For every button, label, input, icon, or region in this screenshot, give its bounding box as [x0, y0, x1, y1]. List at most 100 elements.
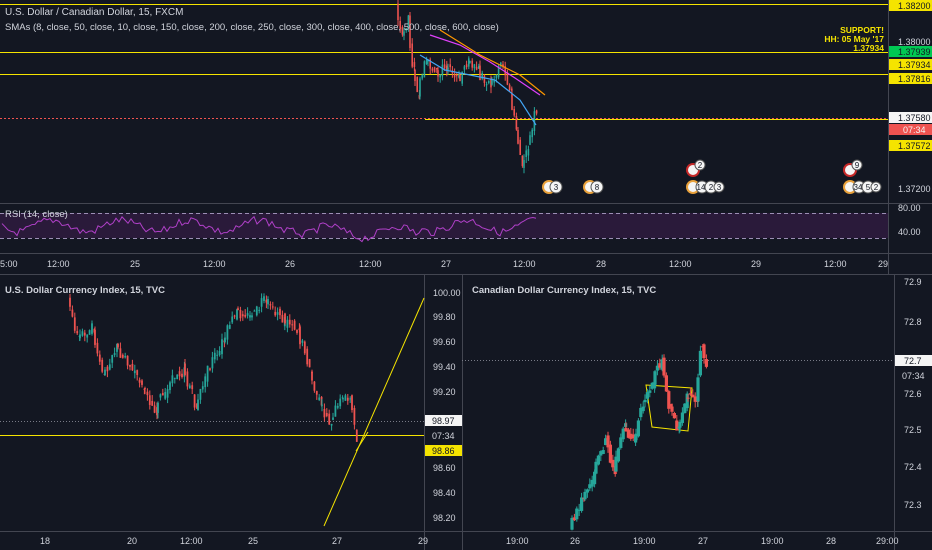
candle-body	[88, 330, 91, 335]
candle-body	[473, 64, 476, 69]
price-tag: 1.37939	[898, 47, 931, 57]
candle-body	[271, 306, 274, 308]
price-tag-box	[889, 0, 932, 11]
candle-body	[485, 83, 488, 86]
candle-body	[471, 60, 473, 68]
candle-body	[258, 309, 261, 311]
candle-body	[161, 393, 164, 396]
candle-body	[636, 420, 640, 437]
candle-body	[286, 319, 289, 328]
candle-body	[411, 43, 413, 67]
candle-body	[527, 149, 530, 156]
candle-body	[346, 397, 349, 401]
candle-body	[626, 429, 630, 438]
candle-body	[201, 386, 204, 390]
candle-body	[71, 309, 74, 317]
price-tag: 98.86	[432, 446, 455, 456]
candle-body	[662, 357, 666, 376]
rsi-tick: 40.00	[898, 227, 921, 237]
svg-text:2: 2	[874, 183, 879, 192]
candle-body	[106, 366, 109, 372]
support-note-2: HH: 05 May '17	[824, 34, 884, 44]
usd-y-axis[interactable]: 100.00 99.80 99.60 99.40 99.20 98.60 98.…	[425, 288, 462, 523]
price-tag: 1.37580	[898, 113, 931, 123]
candle-body	[334, 405, 337, 417]
sma-line	[419, 54, 537, 126]
candle-body	[616, 448, 620, 462]
x-tick: 20	[127, 536, 137, 546]
candle-body	[265, 299, 268, 303]
candle-body	[199, 388, 202, 400]
candle-body	[73, 317, 76, 331]
candle-body	[664, 375, 668, 392]
candle-body	[188, 385, 191, 389]
cad-y-axis[interactable]: 72.9 72.8 72.6 72.5 72.4 72.3 72.7 07:34	[895, 277, 932, 510]
candle-body	[129, 364, 131, 367]
candle-body	[226, 325, 229, 340]
candle-body	[601, 450, 605, 455]
candle-body	[197, 399, 199, 411]
cad-index-title: Canadian Dollar Currency Index, 15, TVC	[472, 285, 656, 296]
usd-trendline	[323, 297, 425, 527]
cad-triangle	[645, 384, 693, 432]
price-tag-box	[889, 112, 932, 123]
candle-body	[521, 155, 524, 166]
candle-body	[685, 393, 689, 409]
main-y-axis[interactable]: 1.38200 1.38000 1.37200 1.38200 1.37939 …	[889, 0, 932, 237]
candle-body	[449, 64, 451, 68]
candle-body	[244, 314, 247, 317]
usd-index-panel	[0, 293, 425, 527]
candle-body	[437, 70, 439, 77]
event-marker-group-1: 14 2 3	[686, 180, 725, 194]
price-tag: 98.97	[432, 416, 455, 426]
time-axis[interactable]: 5:00 12:00 25 12:00 26 12:00 27 12:00 28…	[0, 259, 888, 269]
cad-index-candles	[570, 343, 708, 531]
candle-body	[590, 479, 594, 487]
candle-body	[228, 324, 231, 329]
time-tick: 12:00	[513, 259, 536, 269]
sma-line	[429, 34, 541, 96]
candle-body	[577, 509, 581, 511]
candle-body	[124, 355, 127, 358]
candle-body	[431, 68, 434, 71]
time-tick: 29	[878, 259, 888, 269]
candle-body	[611, 459, 615, 468]
x-tick: 19:00	[506, 536, 529, 546]
cad-x-axis[interactable]: 19:00 26 19:00 27 19:00 28 29:00	[506, 536, 899, 546]
svg-text:14: 14	[697, 183, 706, 192]
candle-body	[481, 72, 483, 79]
candle-body	[323, 408, 326, 418]
candle-body	[677, 426, 681, 429]
candle-body	[351, 395, 353, 411]
candle-body	[164, 392, 167, 399]
x-tick: 12:00	[180, 536, 203, 546]
time-tick: 26	[285, 259, 295, 269]
candle-body	[144, 388, 146, 390]
y-tick: 99.80	[433, 312, 456, 322]
candle-body	[596, 455, 600, 465]
time-tick: 29	[751, 259, 761, 269]
candle-body	[260, 298, 263, 307]
candle-body	[325, 413, 328, 417]
candle-body	[418, 95, 421, 99]
candle-body	[91, 323, 93, 334]
candle-body	[483, 75, 486, 83]
candle-body	[421, 74, 423, 79]
candle-body	[86, 334, 89, 338]
usd-x-axis[interactable]: 18 20 12:00 25 27 29	[40, 536, 428, 546]
event-markers[interactable]: 3 8 2 14 2 3 9 34	[542, 159, 882, 194]
event-count: 3	[554, 183, 559, 192]
main-hlines[interactable]	[0, 4, 888, 120]
candle-body	[413, 62, 416, 68]
candle-body	[490, 79, 492, 88]
candle-body	[221, 339, 223, 355]
candle-body	[580, 497, 584, 511]
candle-body	[407, 15, 410, 26]
candle-body	[639, 407, 643, 418]
candle-body	[604, 438, 608, 446]
candle-body	[500, 62, 502, 66]
candle-body	[479, 65, 481, 81]
y-tick: 1.38000	[898, 37, 931, 47]
usd-trendline-2	[355, 431, 369, 452]
